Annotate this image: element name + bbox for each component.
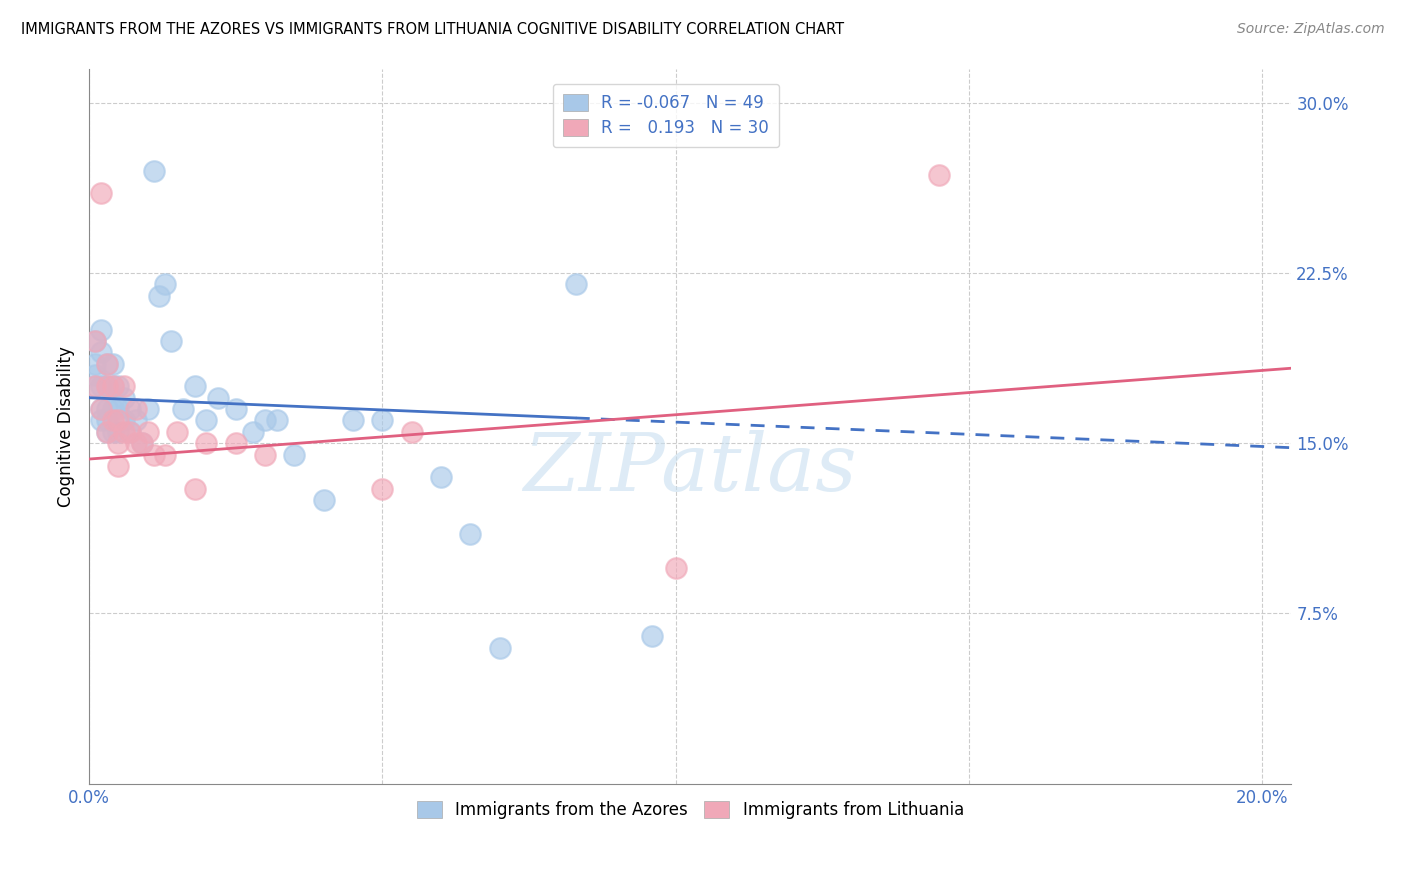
- Point: [120, 402, 142, 417]
- Point: [101, 413, 124, 427]
- Point: [136, 402, 159, 417]
- Point: [107, 436, 129, 450]
- Point: [148, 288, 170, 302]
- Point: [101, 402, 124, 417]
- Point: [84, 334, 107, 348]
- Point: [107, 425, 129, 439]
- Point: [84, 357, 107, 371]
- Point: [84, 334, 107, 348]
- Point: [112, 425, 135, 439]
- Point: [225, 436, 247, 450]
- Point: [107, 458, 129, 473]
- Text: Source: ZipAtlas.com: Source: ZipAtlas.com: [1237, 22, 1385, 37]
- Point: [458, 527, 481, 541]
- Point: [96, 425, 118, 439]
- Point: [96, 413, 118, 427]
- Point: [96, 357, 118, 371]
- Point: [125, 402, 148, 417]
- Point: [207, 391, 229, 405]
- Legend: Immigrants from the Azores, Immigrants from Lithuania: Immigrants from the Azores, Immigrants f…: [411, 794, 970, 825]
- Point: [183, 379, 205, 393]
- Point: [120, 425, 142, 439]
- Point: [131, 436, 153, 450]
- Point: [664, 561, 686, 575]
- Point: [112, 413, 135, 427]
- Point: [107, 379, 129, 393]
- Point: [142, 163, 165, 178]
- Point: [107, 402, 129, 417]
- Point: [253, 448, 276, 462]
- Point: [90, 379, 112, 393]
- Point: [136, 425, 159, 439]
- Point: [101, 379, 124, 393]
- Point: [142, 448, 165, 462]
- Point: [160, 334, 183, 348]
- Point: [342, 413, 364, 427]
- Point: [112, 391, 135, 405]
- Point: [195, 413, 218, 427]
- Point: [112, 379, 135, 393]
- Point: [120, 425, 142, 439]
- Point: [90, 345, 112, 359]
- Point: [195, 436, 218, 450]
- Point: [125, 436, 148, 450]
- Point: [131, 436, 153, 450]
- Point: [283, 448, 305, 462]
- Point: [101, 425, 124, 439]
- Point: [96, 379, 118, 393]
- Point: [125, 413, 148, 427]
- Point: [225, 402, 247, 417]
- Point: [253, 413, 276, 427]
- Point: [101, 357, 124, 371]
- Point: [155, 277, 177, 292]
- Point: [266, 413, 288, 427]
- Text: ZIPatlas: ZIPatlas: [523, 430, 856, 508]
- Point: [488, 640, 510, 655]
- Point: [96, 402, 118, 417]
- Point: [107, 413, 129, 427]
- Point: [84, 379, 107, 393]
- Point: [172, 402, 194, 417]
- Point: [90, 413, 112, 427]
- Text: IMMIGRANTS FROM THE AZORES VS IMMIGRANTS FROM LITHUANIA COGNITIVE DISABILITY COR: IMMIGRANTS FROM THE AZORES VS IMMIGRANTS…: [21, 22, 844, 37]
- Y-axis label: Cognitive Disability: Cognitive Disability: [58, 346, 75, 507]
- Point: [401, 425, 423, 439]
- Point: [90, 402, 112, 417]
- Point: [371, 413, 394, 427]
- Point: [641, 629, 664, 643]
- Point: [96, 425, 118, 439]
- Point: [183, 482, 205, 496]
- Point: [565, 277, 588, 292]
- Point: [84, 368, 107, 382]
- Point: [928, 168, 950, 182]
- Point: [371, 482, 394, 496]
- Point: [155, 448, 177, 462]
- Point: [84, 379, 107, 393]
- Point: [90, 186, 112, 201]
- Point: [96, 379, 118, 393]
- Point: [430, 470, 453, 484]
- Point: [312, 492, 335, 507]
- Point: [166, 425, 188, 439]
- Point: [90, 323, 112, 337]
- Point: [101, 379, 124, 393]
- Point: [242, 425, 264, 439]
- Point: [90, 402, 112, 417]
- Point: [96, 357, 118, 371]
